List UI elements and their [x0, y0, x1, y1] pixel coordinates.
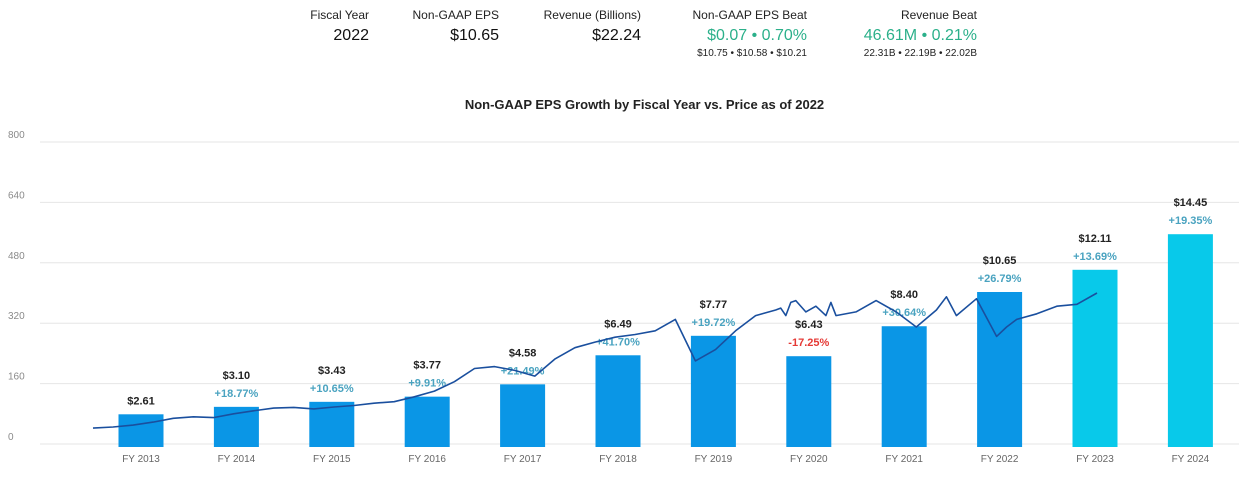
stat-eps-beat: Non-GAAP EPS Beat $0.07 • 0.70% $10.75 •… — [670, 8, 807, 59]
eps-bar — [404, 396, 450, 447]
y-tick-label: 160 — [8, 372, 25, 383]
bar-value-label: $8.40 — [890, 289, 918, 301]
x-tick-label: FY 2016 — [408, 454, 446, 465]
x-tick-label: FY 2020 — [790, 454, 828, 465]
stat-revenue-beat: Revenue Beat 46.61M • 0.21% 22.31B • 22.… — [840, 8, 977, 59]
stat-fiscal-year-value: 2022 — [333, 27, 369, 44]
bar-growth-label: +9.91% — [408, 378, 446, 390]
bar-growth-label: +13.69% — [1073, 251, 1117, 263]
stat-revenue-label: Revenue (Billions) — [543, 8, 641, 22]
bar-value-label: $3.43 — [318, 365, 346, 377]
stat-eps-beat-sub: $10.75 • $10.58 • $10.21 — [697, 48, 807, 59]
eps-bar — [118, 414, 164, 447]
stat-revenue-beat-sub: 22.31B • 22.19B • 22.02B — [863, 48, 977, 59]
eps-bar — [690, 335, 736, 447]
bar-value-label: $3.77 — [413, 360, 441, 372]
bar-value-label: $6.43 — [795, 319, 823, 331]
stat-fiscal-year-label: Fiscal Year — [310, 8, 369, 22]
eps-bar — [1167, 234, 1213, 447]
x-tick-label: FY 2024 — [1172, 454, 1210, 465]
y-tick-label: 320 — [8, 311, 25, 322]
x-tick-label: FY 2022 — [981, 454, 1019, 465]
bar-growth-label: +21.49% — [501, 365, 545, 377]
x-tick-label: FY 2015 — [313, 454, 351, 465]
eps-bar — [786, 356, 832, 447]
stat-eps: Non-GAAP EPS $10.65 — [400, 8, 499, 45]
x-tick-label: FY 2021 — [885, 454, 923, 465]
stat-eps-label: Non-GAAP EPS — [412, 8, 499, 22]
x-tick-label: FY 2018 — [599, 454, 637, 465]
eps-bar — [977, 292, 1023, 447]
bar-value-label: $10.65 — [983, 255, 1017, 267]
y-tick-label: 800 — [8, 130, 25, 141]
x-tick-label: FY 2017 — [504, 454, 542, 465]
eps-bar — [595, 355, 641, 447]
bar-value-label: $6.49 — [604, 318, 632, 330]
bar-value-label: $3.10 — [223, 370, 251, 382]
y-tick-label: 480 — [8, 251, 25, 262]
bar-growth-label: +41.70% — [596, 336, 640, 348]
eps-bar — [881, 326, 927, 447]
bar-value-label: $2.61 — [127, 395, 155, 407]
bar-growth-label: +10.65% — [310, 383, 354, 395]
x-tick-label: FY 2014 — [218, 454, 256, 465]
bar-value-label: $12.11 — [1078, 233, 1111, 245]
stat-eps-beat-value: $0.07 • 0.70% — [707, 27, 807, 44]
stat-revenue-beat-label: Revenue Beat — [900, 8, 977, 22]
bar-growth-label: +19.72% — [692, 317, 736, 329]
eps-bar — [500, 384, 546, 447]
stat-fiscal-year: Fiscal Year 2022 — [290, 8, 369, 45]
bar-growth-label: +26.79% — [978, 273, 1022, 285]
y-tick-label: 640 — [8, 190, 25, 201]
bar-value-label: $7.77 — [700, 299, 728, 311]
price-line — [92, 292, 1098, 429]
x-tick-label: FY 2019 — [695, 454, 733, 465]
stat-revenue-beat-value: 46.61M • 0.21% — [863, 27, 977, 44]
bar-growth-label: +18.77% — [215, 388, 259, 400]
x-tick-label: FY 2013 — [122, 454, 160, 465]
bar-value-label: $14.45 — [1174, 197, 1208, 209]
y-tick-label: 0 — [8, 432, 14, 443]
stat-eps-beat-label: Non-GAAP EPS Beat — [692, 8, 807, 22]
bar-growth-label: +19.35% — [1169, 215, 1213, 227]
bar-growth-label: -17.25% — [788, 337, 829, 349]
stats-header: Fiscal Year 2022 Non-GAAP EPS $10.65 Rev… — [0, 0, 1239, 70]
bar-value-label: $4.58 — [509, 347, 537, 359]
eps-bar — [1072, 269, 1118, 447]
stat-revenue-value: $22.24 — [592, 27, 641, 44]
stat-revenue: Revenue (Billions) $22.24 — [530, 8, 641, 45]
chart-title: Non-GAAP EPS Growth by Fiscal Year vs. P… — [464, 97, 825, 112]
stat-eps-value: $10.65 — [450, 27, 499, 44]
x-tick-label: FY 2023 — [1076, 454, 1114, 465]
